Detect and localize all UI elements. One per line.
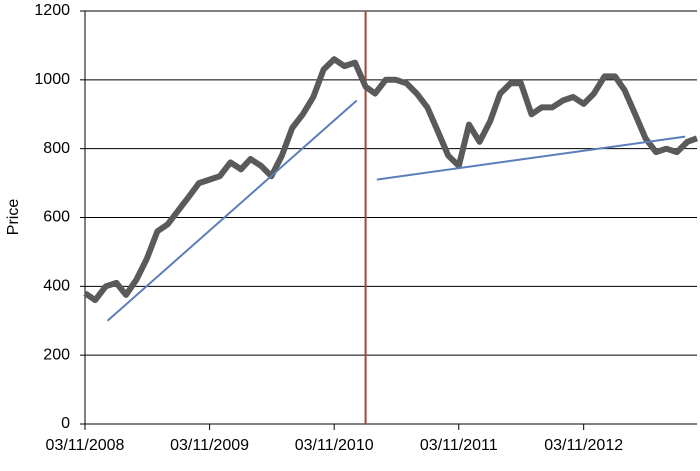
x-tick-label: 03/11/2011: [420, 437, 498, 454]
price-line: [83, 56, 699, 304]
x-tick-label: 03/11/2010: [295, 437, 374, 454]
x-tick-label: 03/11/2009: [170, 437, 249, 454]
y-tick-label: 1000: [34, 71, 70, 88]
y-tick-label: 0: [61, 415, 70, 432]
y-tick-label: 600: [43, 209, 70, 226]
y-tick-label: 400: [43, 278, 70, 295]
trend-line: [376, 135, 686, 181]
y-tick-label: 800: [43, 140, 70, 157]
x-tick-label: 03/11/2008: [46, 437, 125, 454]
y-tick-label: 200: [43, 346, 70, 363]
y-tick-label: 1200: [34, 2, 70, 19]
y-axis-label: Price: [5, 199, 22, 236]
x-tick-label: 03/11/2012: [544, 437, 623, 454]
trend-line: [106, 99, 358, 322]
